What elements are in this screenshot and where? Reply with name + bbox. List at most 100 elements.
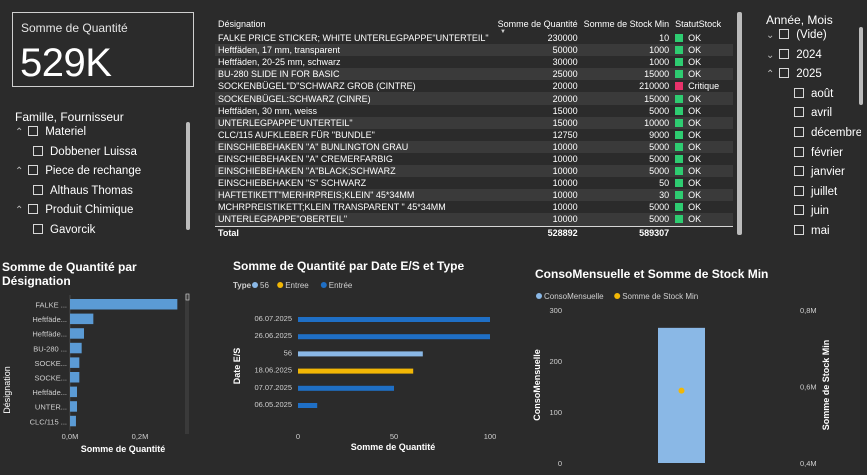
family-slicer-item[interactable]: Althaus Thomas [33,183,133,199]
checkbox[interactable] [779,48,790,59]
legend-label[interactable]: Somme de Stock Min [622,292,698,301]
table-row[interactable]: MCHRPREISTIKETT;KLEIN TRANSPARENT " 45*3… [215,201,733,213]
chevron-up-icon[interactable]: ⌃ [766,69,775,81]
checkbox[interactable] [33,223,43,234]
date-type-bar[interactable] [298,368,414,374]
cell-quantite: 10000 [494,213,581,226]
checkbox[interactable] [33,184,43,195]
date-type-bar[interactable] [298,317,490,322]
date-type-bar[interactable] [298,385,394,391]
conso-tick-left: 100 [549,408,562,417]
date-category-label: 26.06.2025 [254,331,292,340]
table-row[interactable]: UNTERLEGPAPPE"OBERTEIL" 10000 5000 OK [215,213,733,226]
chevron-down-icon[interactable]: ⌄ [766,30,775,41]
checkbox[interactable] [28,204,39,214]
designation-bar[interactable] [70,372,80,383]
table-row[interactable]: SOCKENBÜGEL:SCHWARZ (CINRE) 20000 15000 OK [215,92,733,105]
designation-bar[interactable] [70,328,84,339]
col-header-stockmin[interactable]: Somme de Stock Min [583,19,670,29]
cell-designation: SOCKENBÜGEL:SCHWARZ (CINRE) [215,92,495,105]
table-row[interactable]: UNTERLEGPAPPE"UNTERTEIL" 15000 10000 OK [215,116,733,129]
designation-bar[interactable] [70,342,82,354]
checkbox[interactable] [794,127,804,137]
date-type-bar[interactable] [298,351,423,357]
date-slicer-item[interactable]: ⌃ 2025 [766,66,822,82]
chevron-up-icon[interactable]: ⌃ [15,205,24,216]
checkbox[interactable] [779,29,790,39]
date-slicer-item[interactable]: juin [794,203,829,219]
col-header-quantite[interactable]: Somme de Quantité ▼ [495,10,581,35]
date-slicer-scrollbar[interactable] [859,27,863,105]
legend-label[interactable]: ConsoMensuelle [544,292,604,301]
family-slicer-item[interactable]: Gavorcik [33,222,95,238]
table-row[interactable]: Heftfäden, 30 mm, weiss 15000 5000 OK [215,105,733,117]
kpi-card[interactable]: Somme de Quantité 529K [12,12,194,87]
designation-bar[interactable] [70,313,94,325]
legend-label[interactable]: 56 [260,281,269,290]
table-row[interactable]: FALKE PRICE STICKER; WHITE UNTERLEGPAPPE… [215,32,733,44]
date-slicer-title: Année, Mois [766,13,833,27]
checkbox[interactable] [794,225,804,235]
cell-designation: EINSCHIEBEHAKEN "A" CREMERFARBIG [218,153,393,164]
designation-chart-xlabel: Somme de Quantité [81,444,166,454]
designation-chart-scrollbar[interactable] [185,294,189,434]
table-row[interactable]: CLC/115 AUFKLEBER FÜR "BUNDLE" 12750 9000 O… [215,129,733,141]
family-slicer-item[interactable]: ⌃ Materiel [15,124,86,140]
checkbox[interactable] [794,107,804,118]
designation-chart-scroll-handle[interactable] [185,293,190,301]
date-slicer-item[interactable]: juillet [794,184,837,200]
designation-bar[interactable] [70,415,76,427]
chevron-up-icon[interactable]: ⌃ [15,166,24,177]
family-slicer-item[interactable]: ⌃ Piece de rechange [15,163,141,179]
table-row[interactable]: HAFTETIKETT"MERHRPREIS;KLEIN" 45*34MM 100… [215,189,733,202]
table-row[interactable]: EINSCHIEBEHAKEN "A" BUNLINGTON GRAU 10000… [215,140,733,153]
legend-label[interactable]: Entree [285,281,309,290]
designation-chart-title-line2: Désignation [2,274,71,288]
legend-label[interactable]: Entrée [329,281,353,290]
date-slicer-item[interactable]: ⌄ 2024 [766,47,822,63]
date-slicer-item[interactable]: ⌄ (Vide) [766,27,827,43]
table-row[interactable]: SOCKENBÜGEL"D"SCHWARZ GROB (CINTRE) 20000… [215,80,733,92]
checkbox[interactable] [794,87,804,98]
status-indicator-icon [675,130,684,139]
family-slicer-scrollbar[interactable] [186,122,190,230]
stockmin-point[interactable] [678,387,685,394]
table-row[interactable]: BU-280 SLIDE IN FOR BASIC 25000 15000 OK [215,68,733,81]
status-indicator-icon [675,191,684,200]
date-type-bar[interactable] [298,334,490,340]
checkbox[interactable] [794,146,804,157]
table-row[interactable]: EINSCHIEBEHAKEN "A"BLACK;SCHWARZ 10000 500… [215,165,733,178]
checkbox[interactable] [794,185,804,196]
family-slicer-item[interactable]: Dobbener Luissa [33,144,137,160]
table-row[interactable]: Heftfäden, 17 mm, transparent 50000 1000 OK [215,44,733,57]
col-header-statut[interactable]: StatutStock [675,19,722,29]
checkbox[interactable] [779,68,790,79]
conso-bar[interactable] [658,327,705,463]
chevron-down-icon[interactable]: ⌄ [766,49,775,61]
checkbox[interactable] [794,205,804,216]
chevron-up-icon[interactable]: ⌃ [15,127,24,138]
table-scrollbar[interactable] [737,12,742,235]
designation-bar[interactable] [70,386,77,398]
family-slicer-item[interactable]: ⌃ Produit Chimique [15,202,133,218]
cell-statut: OK [672,68,733,81]
checkbox[interactable] [33,145,43,156]
date-slicer-item[interactable]: avril [794,105,832,121]
checkbox[interactable] [28,126,39,136]
designation-bar[interactable] [70,357,80,368]
designation-bar[interactable] [70,401,77,412]
checkbox[interactable] [794,166,804,177]
date-slicer-item[interactable]: mai [794,223,830,239]
date-slicer-item[interactable]: décembre [794,125,861,141]
date-type-bar[interactable] [298,403,318,408]
date-slicer-item[interactable]: février [794,145,843,161]
conso-tick-left: 200 [549,357,562,366]
col-header-designation[interactable]: Désignation [218,19,266,29]
table-row[interactable]: Heftfäden, 20-25 mm, schwarz 30000 1000 OK [215,56,733,68]
table-row[interactable]: EINSCHIEBEHAKEN "A" CREMERFARBIG 10000 500… [215,153,733,165]
table-row[interactable]: EINSCHIEBEHAKEN "S" SCHWARZ 10000 50 OK [215,177,733,189]
date-slicer-item[interactable]: août [794,86,833,102]
date-slicer-item[interactable]: janvier [794,164,845,180]
checkbox[interactable] [28,165,39,175]
designation-bar[interactable] [70,299,178,310]
